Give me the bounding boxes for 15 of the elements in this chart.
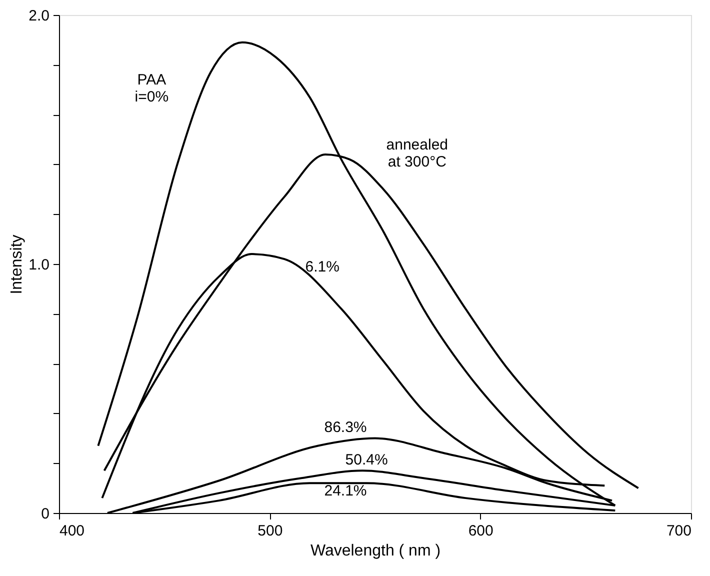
x-tick-label: 700 <box>666 522 692 540</box>
x-tick-label: 600 <box>468 522 494 540</box>
x-tick-label: 500 <box>258 522 283 540</box>
y-tick-label: 0 <box>41 506 50 522</box>
x-axis-title: Wavelength ( nm ) <box>310 542 441 560</box>
series-label: 86.3% <box>324 419 367 436</box>
y-tick-label: 1.0 <box>28 256 50 274</box>
series-label: 6.1% <box>305 258 340 276</box>
series-label: 24.1% <box>324 482 367 500</box>
x-tick-label: 400 <box>60 522 85 540</box>
y-tick-label: 2.0 <box>28 8 50 24</box>
series-label: PAA i=0% <box>134 72 169 106</box>
series-label: annealed at 300°C <box>386 136 448 170</box>
series-label: 50.4% <box>345 451 388 468</box>
y-axis-title: Intensity <box>8 234 26 294</box>
